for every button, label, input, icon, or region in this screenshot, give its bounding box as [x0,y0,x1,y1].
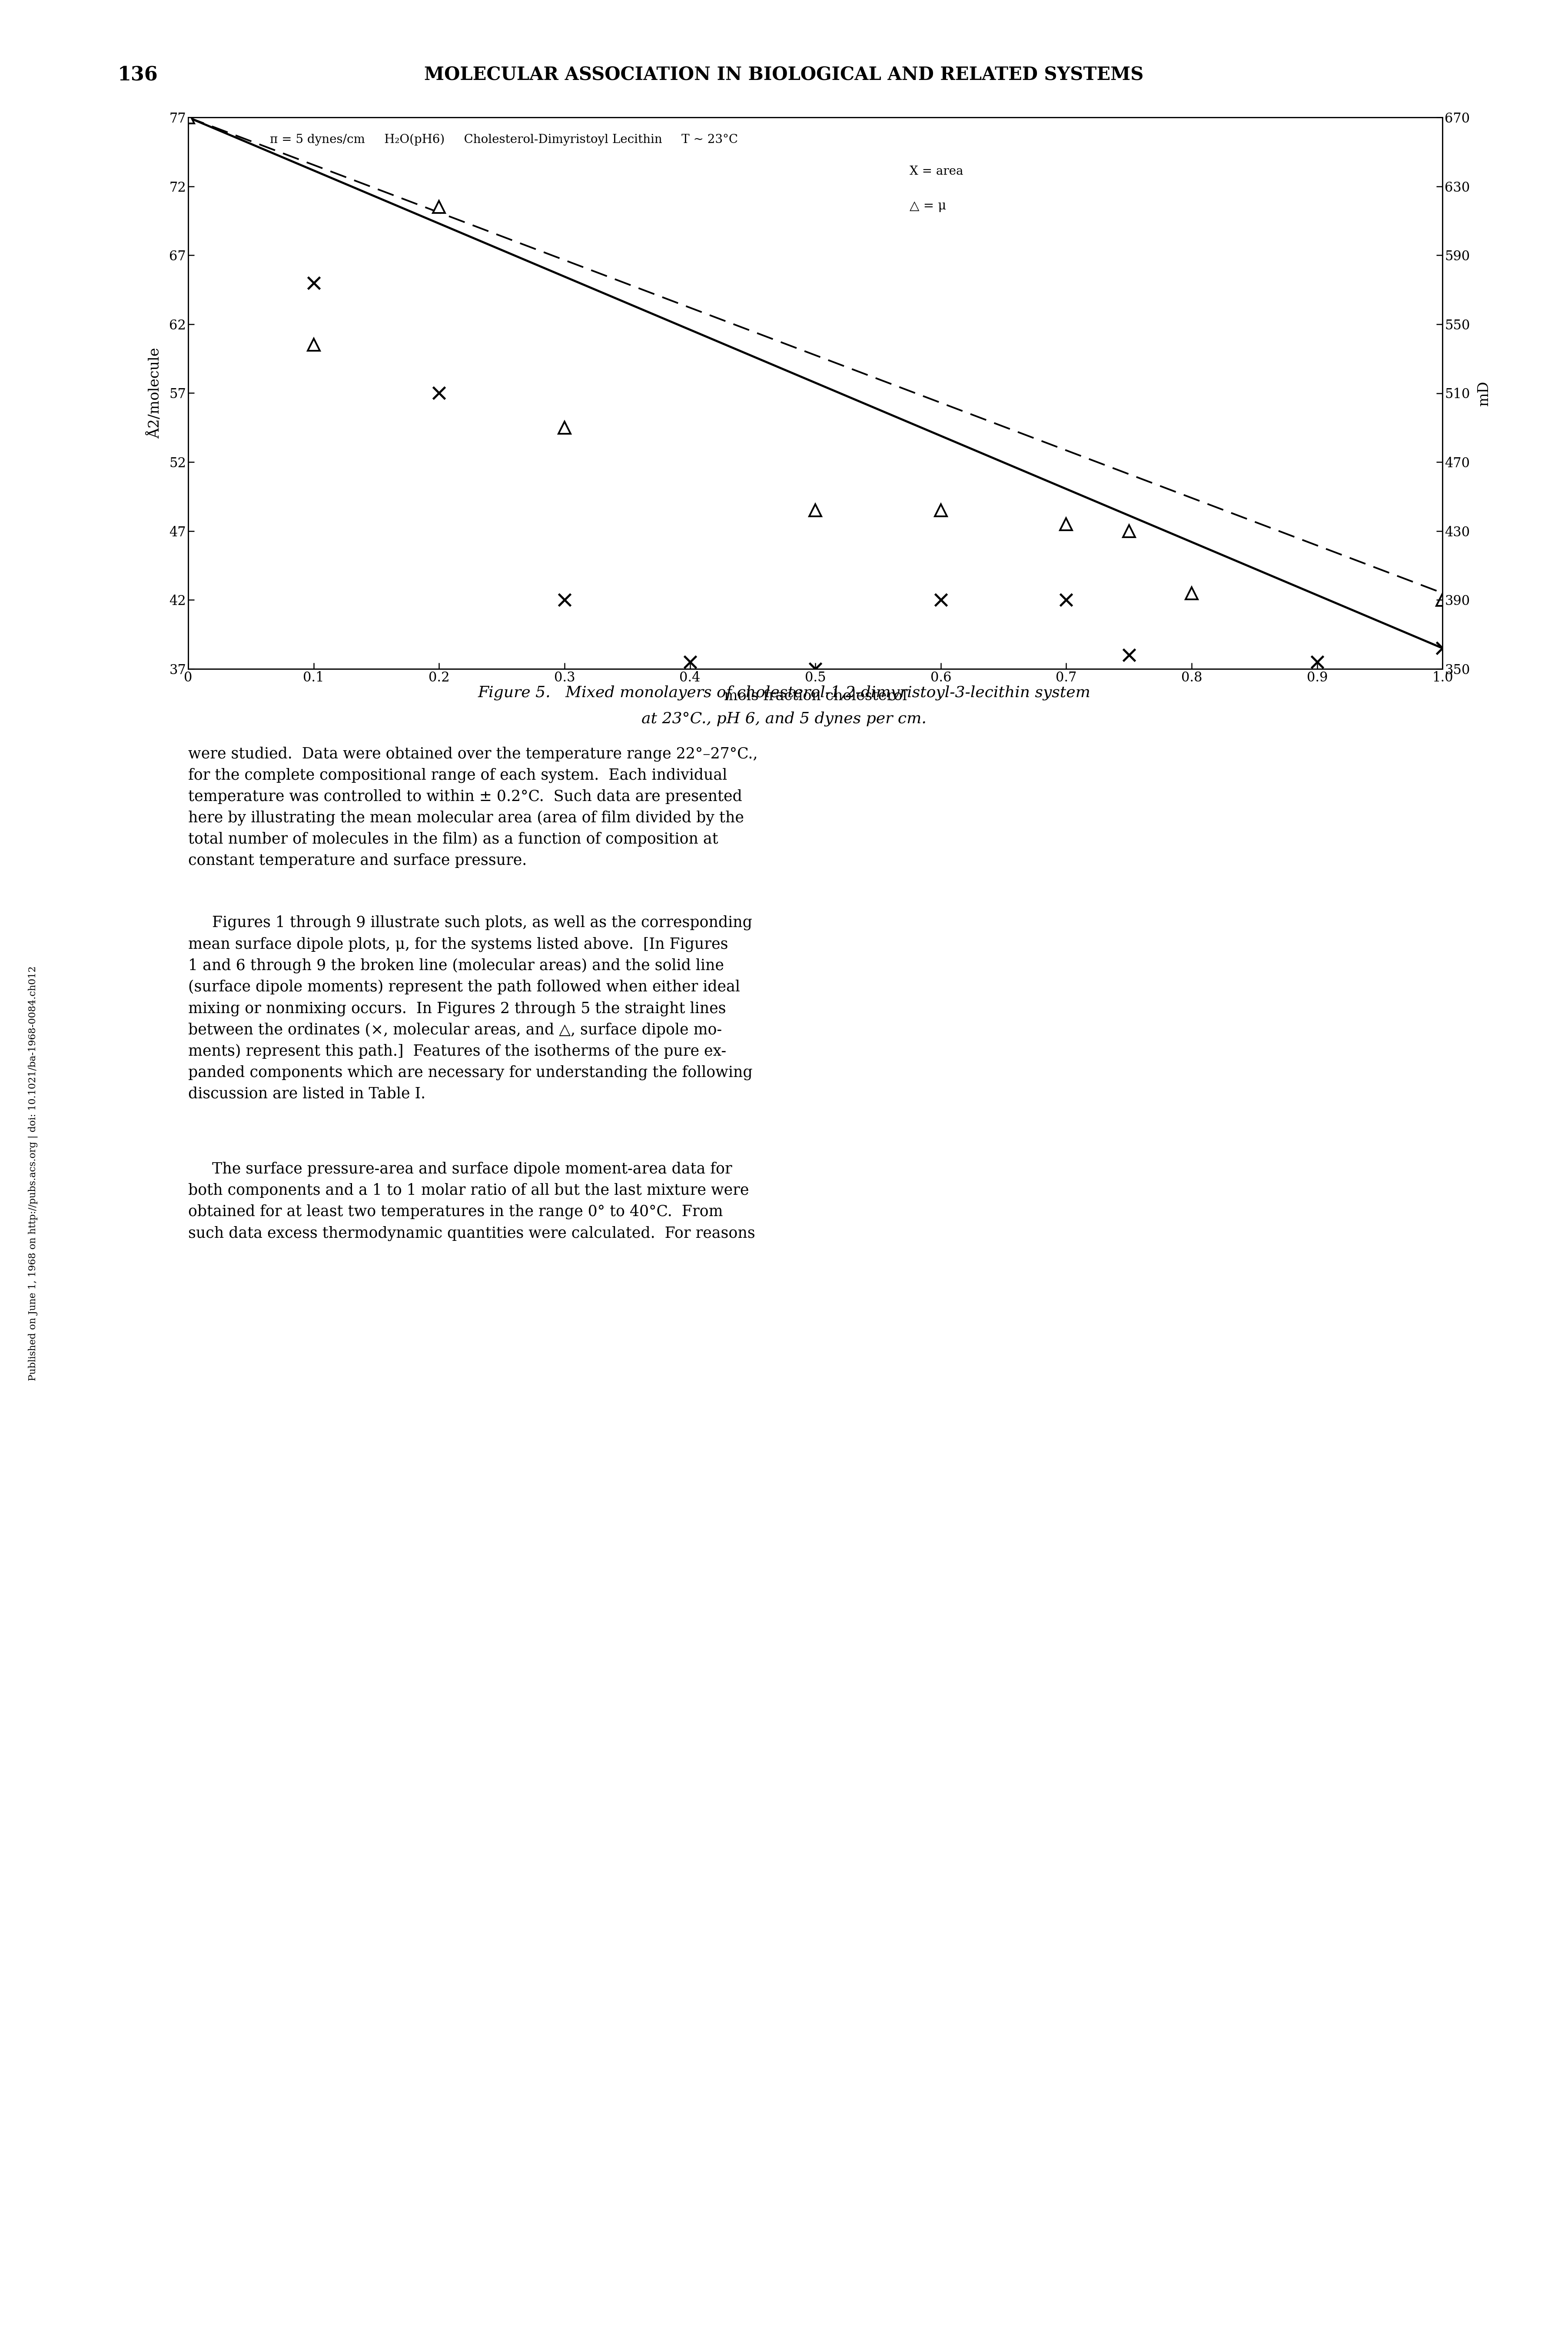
Text: Figures 1 through 9 illustrate such plots, as well as the corresponding
mean sur: Figures 1 through 9 illustrate such plot… [188,915,753,1101]
X-axis label: mols fraction cholesterol: mols fraction cholesterol [724,690,906,704]
Y-axis label: mD: mD [1477,380,1491,406]
Text: X = area: X = area [909,167,963,178]
Text: △ = μ: △ = μ [909,199,946,211]
Text: The surface pressure-area and surface dipole moment-area data for
both component: The surface pressure-area and surface di… [188,1162,756,1242]
Text: Published on June 1, 1968 on http://pubs.acs.org | doi: 10.1021/ba-1968-0084.ch0: Published on June 1, 1968 on http://pubs… [28,967,38,1380]
Text: Figure 5.   Mixed monolayers of cholesterol-1,2-dimyristoyl-3-lecithin system: Figure 5. Mixed monolayers of cholestero… [478,685,1090,699]
Y-axis label: Å2/molecule: Å2/molecule [147,347,162,439]
Text: were studied.  Data were obtained over the temperature range 22°–27°C.,
for the : were studied. Data were obtained over th… [188,746,757,868]
Text: π = 5 dynes/cm     H₂O(pH6)     Cholesterol-Dimyristoyl Lecithin     T ~ 23°C: π = 5 dynes/cm H₂O(pH6) Cholesterol-Dimy… [270,134,739,146]
Text: MOLECULAR ASSOCIATION IN BIOLOGICAL AND RELATED SYSTEMS: MOLECULAR ASSOCIATION IN BIOLOGICAL AND … [425,66,1143,84]
Text: 136: 136 [118,66,158,84]
Text: at 23°C., pH 6, and 5 dynes per cm.: at 23°C., pH 6, and 5 dynes per cm. [641,711,927,725]
